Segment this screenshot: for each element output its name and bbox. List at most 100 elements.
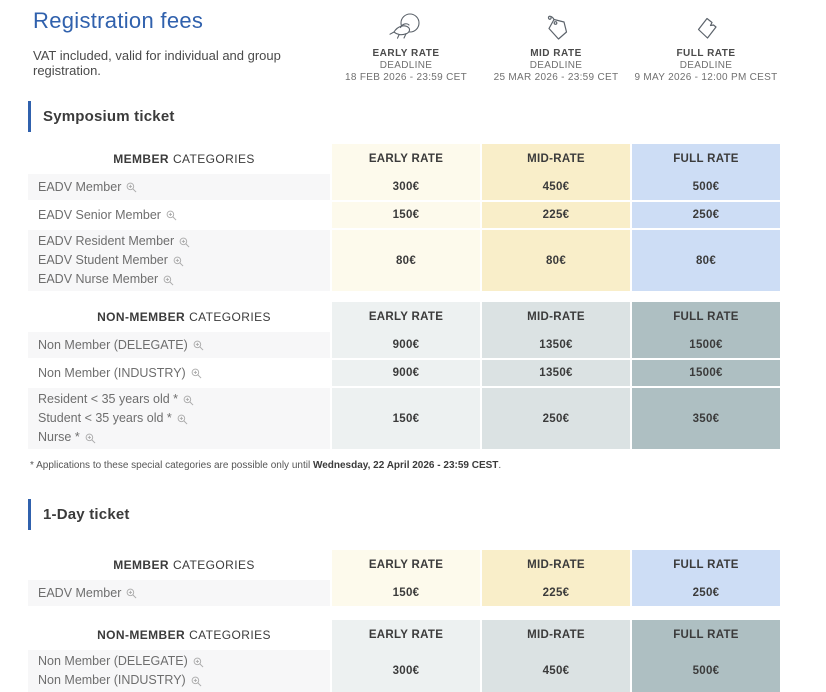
price-cell: 900€: [332, 360, 480, 386]
table-row: Resident < 35 years old * Student < 35 ye…: [28, 388, 780, 449]
category-label-non-member-delegate[interactable]: Non Member (DELEGATE): [38, 336, 204, 355]
price-cell: 225€: [482, 580, 630, 606]
section-one-day-ticket: 1-Day ticket MEMBER CATEGORIES EARLY RATE M…: [28, 499, 780, 692]
category-label-text: Resident < 35 years old *: [38, 392, 179, 406]
category-label-eadv-student-member[interactable]: EADV Student Member: [38, 251, 184, 270]
intro-block: Registration fees VAT included, valid fo…: [28, 8, 330, 83]
category-header: NON-MEMBER CATEGORIES: [28, 302, 330, 332]
zoom-in-icon: [163, 275, 174, 286]
category-cell: EADV Member: [28, 580, 330, 606]
price-cell: 150€: [332, 580, 480, 606]
section-title: Symposium ticket: [28, 101, 780, 132]
category-cell: EADV Resident Member EADV Student Member E…: [28, 230, 330, 291]
zoom-in-icon: [85, 433, 96, 444]
fee-sections: Symposium ticket MEMBER CATEGORIES EARLY R…: [28, 101, 780, 692]
price-cell: 80€: [482, 230, 630, 291]
price-tag-icon: [538, 10, 574, 46]
nonmember-fee-table: NON-MEMBER CATEGORIES EARLY RATE MID-RATE F…: [28, 302, 780, 449]
category-label-text: EADV Student Member: [38, 253, 168, 267]
category-label-text: Non Member (INDUSTRY): [38, 365, 186, 380]
category-cell: Non Member (INDUSTRY): [28, 360, 330, 386]
page-header: Registration fees VAT included, valid fo…: [28, 8, 780, 83]
table-row: Non Member (DELEGATE) 900€ 1350€ 1500€: [28, 332, 780, 358]
table-row: Non Member (DELEGATE) Non Member (INDUSTR…: [28, 650, 780, 692]
deadline-label: DEADLINE: [529, 60, 583, 71]
zoom-in-icon: [166, 210, 177, 221]
price-cell: 150€: [332, 202, 480, 228]
table-row: EADV Resident Member EADV Student Member E…: [28, 230, 780, 291]
column-header-early-rate: EARLY RATE: [332, 144, 480, 174]
column-header-mid-rate: MID-RATE: [482, 144, 630, 174]
category-label-eadv-member[interactable]: EADV Member: [38, 178, 137, 197]
price-cell: 350€: [632, 388, 780, 449]
deadline-date: 18 FEB 2026 - 23:59 CET: [345, 72, 467, 83]
zoom-in-icon: [173, 256, 184, 267]
category-label-eadv-resident-member[interactable]: EADV Resident Member: [38, 232, 190, 251]
price-cell: 80€: [632, 230, 780, 291]
zoom-in-icon: [193, 657, 204, 668]
category-cell: Non Member (DELEGATE) Non Member (INDUSTR…: [28, 650, 330, 692]
category-label-text: EADV Senior Member: [38, 207, 161, 222]
category-label-text: EADV Member: [38, 179, 122, 194]
price-cell: 1350€: [482, 360, 630, 386]
price-cell: 450€: [482, 650, 630, 692]
category-header: MEMBER CATEGORIES: [28, 550, 330, 580]
nonmember-fee-table: NON-MEMBER CATEGORIES EARLY RATE MID-RATE F…: [28, 620, 780, 692]
zoom-in-icon: [183, 395, 194, 406]
category-label-text: Non Member (DELEGATE): [38, 654, 188, 668]
category-label-text: EADV Member: [38, 585, 122, 600]
price-cell: 225€: [482, 202, 630, 228]
category-label-eadv-nurse-member[interactable]: EADV Nurse Member: [38, 270, 174, 289]
column-header-full-rate: FULL RATE: [632, 302, 780, 332]
category-label-non-member-industry[interactable]: Non Member (INDUSTRY): [38, 671, 202, 690]
price-cell: 250€: [632, 202, 780, 228]
category-label-text: Non Member (INDUSTRY): [38, 673, 186, 687]
zoom-in-icon: [179, 237, 190, 248]
price-cell: 250€: [632, 580, 780, 606]
table-header-row: MEMBER CATEGORIES EARLY RATE MID-RATE FULL …: [28, 144, 780, 174]
price-cell: 300€: [332, 174, 480, 200]
column-header-early-rate: EARLY RATE: [332, 620, 480, 650]
category-cell: Resident < 35 years old * Student < 35 ye…: [28, 388, 330, 449]
deadline-date: 9 MAY 2026 - 12:00 PM CEST: [634, 72, 778, 83]
member-fee-table: MEMBER CATEGORIES EARLY RATE MID-RATE FULL …: [28, 550, 780, 606]
table-header-row: NON-MEMBER CATEGORIES EARLY RATE MID-RATE F…: [28, 302, 780, 332]
category-label-eadv-member[interactable]: EADV Member: [38, 584, 137, 603]
category-label-nurse[interactable]: Nurse *: [38, 428, 96, 447]
price-cell: 300€: [332, 650, 480, 692]
table-header-row: NON-MEMBER CATEGORIES EARLY RATE MID-RATE F…: [28, 620, 780, 650]
member-fee-table: MEMBER CATEGORIES EARLY RATE MID-RATE FULL …: [28, 144, 780, 291]
column-header-mid-rate: MID-RATE: [482, 302, 630, 332]
category-cell: EADV Senior Member: [28, 202, 330, 228]
section-title: 1-Day ticket: [28, 499, 780, 530]
price-cell: 450€: [482, 174, 630, 200]
zoom-in-icon: [177, 414, 188, 425]
category-label-eadv-senior-member[interactable]: EADV Senior Member: [38, 206, 177, 225]
table-row: EADV Member 300€ 450€ 500€: [28, 174, 780, 200]
page-title: Registration fees: [33, 8, 204, 33]
price-cell: 250€: [482, 388, 630, 449]
category-cell: Non Member (DELEGATE): [28, 332, 330, 358]
rate-label: FULL RATE: [676, 48, 736, 59]
category-label-non-member-delegate[interactable]: Non Member (DELEGATE): [38, 652, 204, 671]
rate-deadline-early-rate: EARLY RATE DEADLINE 18 FEB 2026 - 23:59 CE…: [332, 8, 480, 83]
column-header-early-rate: EARLY RATE: [332, 550, 480, 580]
price-cell: 150€: [332, 388, 480, 449]
price-cell: 900€: [332, 332, 480, 358]
table-row: EADV Senior Member 150€ 225€ 250€: [28, 202, 780, 228]
category-label-resident-35-years-old[interactable]: Resident < 35 years old *: [38, 390, 194, 409]
price-cell: 1500€: [632, 332, 780, 358]
zoom-in-icon: [191, 676, 202, 687]
category-label-student-35-years-old[interactable]: Student < 35 years old *: [38, 409, 188, 428]
price-cell: 500€: [632, 174, 780, 200]
price-cell: 1350€: [482, 332, 630, 358]
category-label-non-member-industry[interactable]: Non Member (INDUSTRY): [38, 364, 202, 383]
content: Registration fees VAT included, valid fo…: [28, 8, 780, 692]
column-header-full-rate: FULL RATE: [632, 620, 780, 650]
ticket-icon: [688, 10, 724, 46]
category-label-text: Nurse *: [38, 430, 80, 444]
rate-deadline-full-rate: FULL RATE DEADLINE 9 MAY 2026 - 12:00 PM C…: [632, 8, 780, 83]
deadline-label: DEADLINE: [379, 60, 433, 71]
special-categories-footnote: * Applications to these special categori…: [30, 460, 502, 471]
